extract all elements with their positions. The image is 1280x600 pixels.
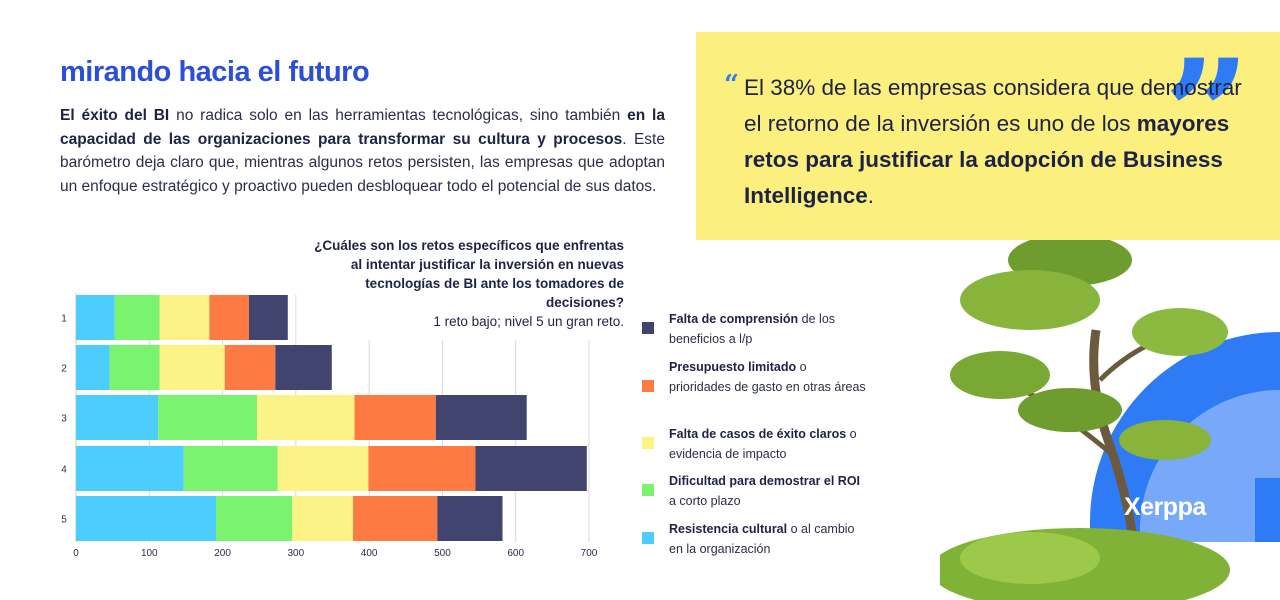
y-tick-label: 2 [61,364,67,375]
legend-bold: Dificultad para demostrar el ROI [669,474,861,488]
legend-rest: de los beneficios a l/p [669,312,836,346]
bar-segment [183,446,278,491]
bar-segment [435,395,527,440]
bar-segment [475,446,587,491]
ground-foliage [960,532,1100,584]
legend-text: Dificultad para demostrar el ROI a corto… [669,472,869,511]
legend-bold: Falta de comprensión [669,312,799,326]
legend-rest: o prioridades de gasto en otras áreas [669,360,866,394]
bar-segment [159,295,210,340]
legend-bold: Falta de casos de éxito claros [669,427,847,441]
foliage-cluster [1132,308,1228,356]
bar-segment [109,345,160,390]
bar-segment [248,295,288,340]
bar-segment [114,295,160,340]
bar-segment [158,395,258,440]
bar-segment [76,446,184,491]
legend-text: Falta de casos de éxito claros o evidenc… [669,425,869,464]
x-tick-label: 400 [361,548,378,559]
blue-block-shape [1255,478,1280,542]
quote-text-2: . [867,183,875,208]
x-tick-label: 200 [214,548,231,559]
page-title: mirando hacia el futuro [60,56,370,88]
foliage-cluster [1018,388,1122,432]
foliage-cluster [1119,420,1211,460]
y-tick-label: 5 [61,515,67,526]
legend-rest: a corto plazo [669,493,741,508]
bar-segment [159,345,225,390]
large-quote-mark-icon: ” [1163,27,1250,203]
stacked-bar-chart: 1 2 3 4 5 0 100 200 300 400 500 600 700 [61,293,598,559]
brand-logo: Xerppa [1124,493,1206,521]
bar-segment [76,345,110,390]
bar-segment [224,345,276,390]
bar-segment [437,496,503,541]
quote-callout: ” “ El 38% de las empresas considera que… [696,32,1280,240]
bar-segment [209,295,249,340]
bar-segment [353,496,438,541]
bar-segment [257,395,355,440]
bar-segment [292,496,354,541]
y-tick-label: 1 [61,314,67,325]
bar-segment [76,395,159,440]
legend-rest: o evidencia de impacto [669,427,857,461]
x-tick-label: 100 [141,548,158,559]
legend-swatch [642,484,654,496]
bar-segment [354,395,436,440]
intro-paragraph: El éxito del BI no radica solo en las he… [60,104,665,198]
bar-segment [76,295,115,340]
quote-text: El 38% de las empresas considera que dem… [744,70,1249,214]
legend-swatch [642,380,654,392]
legend-rest: o al cambio en la organización [669,522,855,556]
quote-bold: mayores retos para justificar la adopció… [744,111,1230,208]
x-tick-label: 700 [581,548,598,559]
chart-question: ¿Cuáles son los retos específicos que en… [300,236,624,331]
chart-title: ¿Cuáles son los retos específicos que en… [314,238,624,310]
bar-segment [275,345,332,390]
x-tick-label: 500 [434,548,451,559]
bonsai-illustration [940,240,1280,600]
legend-bold: Presupuesto limitado [669,360,797,374]
intro-bold-1: El éxito del BI [60,107,170,124]
intro-text-1: no radica solo en las herramientas tecno… [169,107,628,124]
intro-bold-2: en la capacidad de las organizaciones pa… [60,107,665,148]
y-tick-label: 4 [61,465,67,476]
x-tick-label: 0 [73,548,79,559]
legend-swatch [642,532,654,544]
legend-swatch [642,437,654,449]
legend-text: Falta de comprensión de los beneficios a… [669,310,869,349]
bar-segment [76,496,216,541]
legend-text: Resistencia cultural o al cambio en la o… [669,520,869,559]
bar-segment [215,496,293,541]
legend-text: Presupuesto limitado o prioridades de ga… [669,358,869,397]
bar-segment [277,446,369,491]
legend-swatch [642,322,654,334]
quote-text-1: El 38% de las empresas considera que dem… [744,75,1242,136]
foliage-cluster [960,270,1100,330]
foliage-cluster [950,351,1050,399]
x-tick-label: 300 [288,548,305,559]
chart-subtitle: 1 reto bajo; nivel 5 un gran reto. [433,314,624,329]
small-quote-mark-icon: “ [724,70,739,100]
legend-bold: Resistencia cultural [669,522,788,536]
intro-text-2: . Este barómetro deja claro que, mientra… [60,130,665,195]
y-tick-label: 3 [61,414,67,425]
bar-segment [368,446,476,491]
x-tick-label: 600 [507,548,524,559]
light-arc-shape [1140,390,1280,542]
